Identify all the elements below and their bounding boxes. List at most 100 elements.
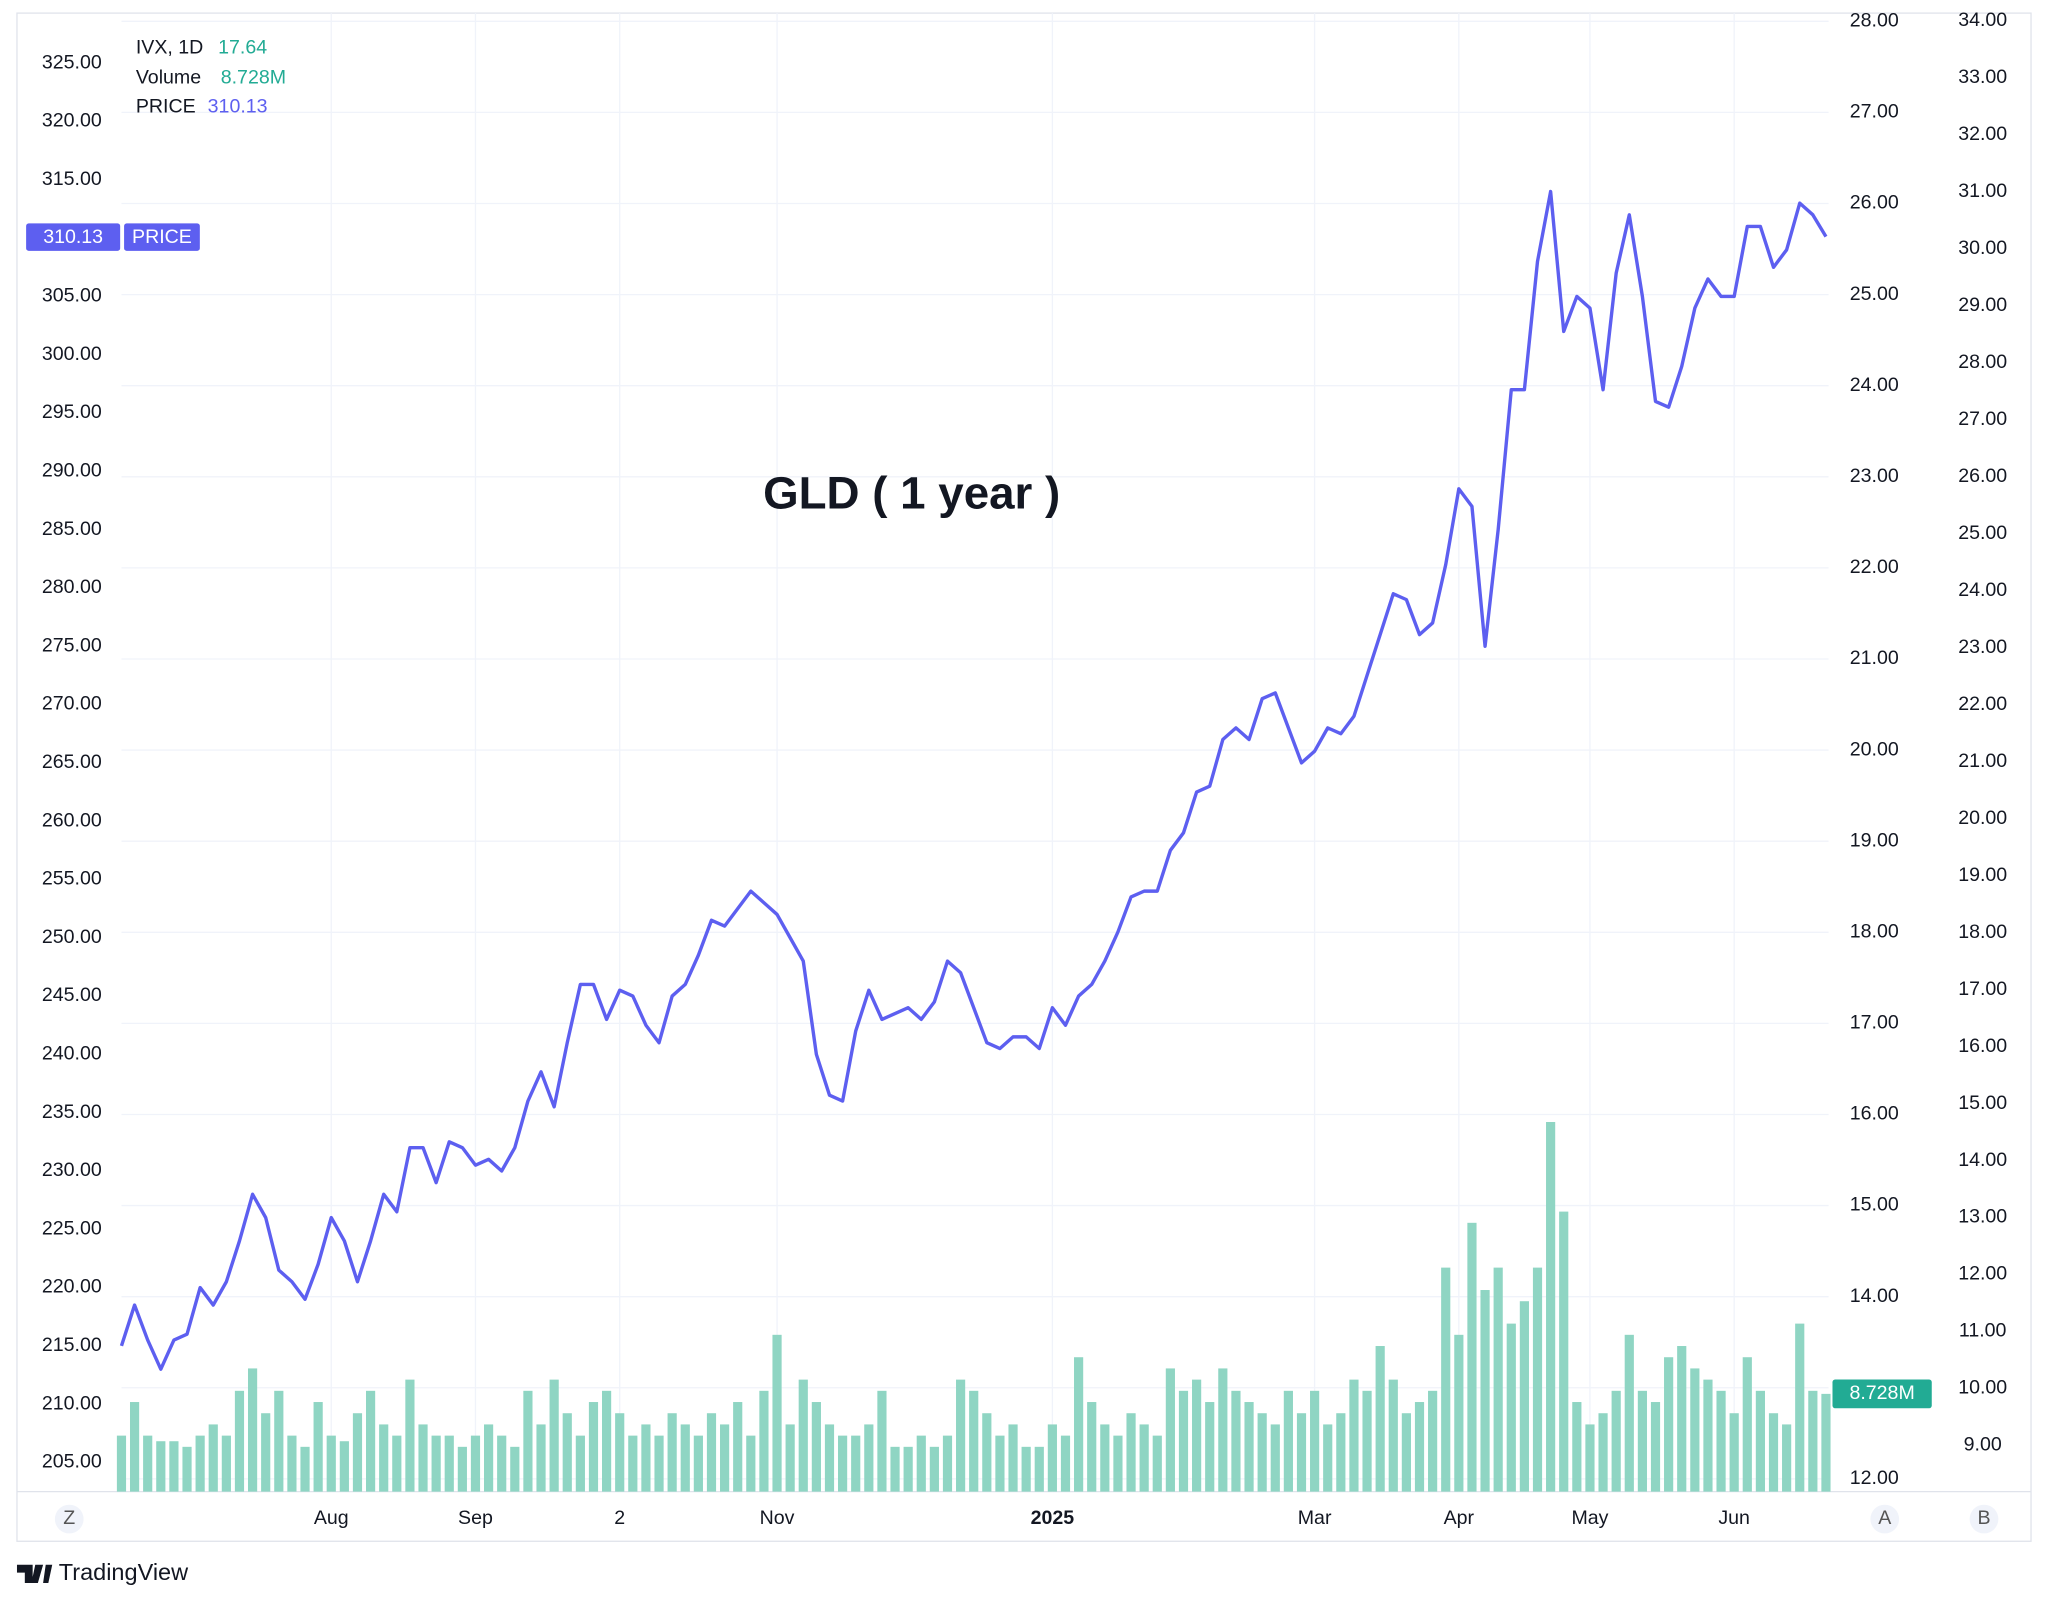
volume-bar — [352, 1413, 363, 1492]
volume-bar — [890, 1446, 900, 1492]
volume-bar — [733, 1402, 743, 1492]
y3-tick-label: 22.00 — [1958, 693, 2007, 715]
volume-bar — [1755, 1390, 1765, 1492]
y3-tick-label: 23.00 — [1958, 636, 2007, 658]
y3-tick-label: 10.00 — [1958, 1377, 2007, 1399]
price-tag — [26, 223, 121, 251]
y3-tick-label: 18.00 — [1958, 921, 2007, 943]
brand-logo — [16, 1564, 53, 1584]
volume-tag — [1832, 1379, 1932, 1409]
volume-bar — [1467, 1222, 1477, 1492]
y-tick-label: 220.00 — [42, 1276, 102, 1298]
volume-bar — [1782, 1424, 1792, 1492]
y-tick-label: 260.00 — [42, 809, 102, 831]
y2-tick-label: 19.00 — [1850, 829, 1899, 851]
volume-bar — [1008, 1424, 1018, 1492]
volume-bar — [1310, 1390, 1320, 1492]
price-tag-name — [124, 223, 200, 251]
volume-bar — [838, 1435, 848, 1492]
button[interactable] — [54, 1504, 84, 1534]
volume-bar — [287, 1435, 297, 1492]
volume-bar — [470, 1435, 481, 1492]
volume-bar — [1677, 1346, 1687, 1492]
volume-bar — [484, 1424, 494, 1492]
y2-tick-label: 18.00 — [1850, 920, 1899, 942]
volume-bar — [995, 1435, 1005, 1492]
volume-bar — [234, 1390, 245, 1492]
y-tick-label: 320.00 — [42, 110, 102, 132]
volume-bar — [1454, 1334, 1464, 1492]
volume-bar — [300, 1446, 310, 1492]
y3-tick-label: 14.00 — [1958, 1149, 2007, 1171]
y3-tick-label: 11.00 — [1959, 1320, 2007, 1342]
volume-bar — [1716, 1390, 1726, 1492]
volume-bar — [1742, 1357, 1752, 1492]
volume-bar — [1428, 1390, 1438, 1492]
volume-bar — [1139, 1424, 1149, 1492]
y-tick-label: 240.00 — [42, 1043, 102, 1065]
volume-bar — [1060, 1435, 1071, 1492]
volume-bar — [1690, 1368, 1700, 1492]
volume-bar — [261, 1413, 271, 1492]
volume-bar — [1585, 1424, 1595, 1492]
y-tick-label: 270.00 — [42, 693, 102, 715]
button-label[interactable]: Z — [63, 1507, 75, 1529]
price-tag-value: 310.13 — [43, 226, 103, 248]
volume-bar — [1074, 1357, 1084, 1492]
y3-tick-label: 20.00 — [1958, 807, 2007, 829]
volume-bar — [982, 1413, 992, 1492]
volume-bar — [208, 1424, 218, 1492]
x-tick-label: Sep — [458, 1507, 493, 1529]
y3-tick-label: 30.00 — [1958, 237, 2007, 259]
y2-tick-label: 16.00 — [1850, 1103, 1899, 1125]
y3-tick-label: 13.00 — [1958, 1206, 2007, 1228]
y2-tick-label: 21.00 — [1850, 647, 1899, 669]
button-label[interactable]: A — [1878, 1507, 1892, 1529]
volume-bar — [549, 1379, 559, 1492]
volume-bar — [169, 1441, 179, 1492]
volume-bar — [1572, 1402, 1582, 1492]
volume-bar — [1388, 1379, 1398, 1492]
volume-bar — [1362, 1390, 1372, 1492]
y3-tick-label: 16.00 — [1958, 1035, 2007, 1057]
volume-bar — [1768, 1413, 1779, 1492]
legend-price-value: 310.13 — [208, 95, 268, 117]
button[interactable] — [1969, 1504, 1999, 1534]
y-tick-label: 205.00 — [42, 1451, 102, 1473]
y-tick-label: 245.00 — [42, 984, 102, 1006]
volume-bar — [772, 1334, 782, 1492]
volume-bar — [1808, 1390, 1818, 1492]
y2-tick-label: 26.00 — [1850, 192, 1899, 214]
legend-indicator-value: 17.64 — [218, 37, 267, 59]
volume-bar — [1493, 1267, 1503, 1492]
volume-bar — [1231, 1390, 1241, 1492]
volume-bar — [1480, 1290, 1490, 1492]
button-label[interactable]: B — [1977, 1507, 1990, 1529]
volume-bar — [536, 1424, 546, 1492]
volume-bar — [1624, 1334, 1634, 1492]
y-tick-label: 250.00 — [42, 926, 102, 948]
volume-bar — [916, 1435, 926, 1492]
volume-bar — [339, 1441, 349, 1492]
volume-bar — [1519, 1301, 1529, 1492]
volume-bar — [628, 1435, 638, 1492]
volume-bar — [824, 1424, 835, 1492]
volume-bar — [851, 1435, 861, 1492]
volume-bar — [969, 1390, 979, 1492]
volume-bar — [405, 1379, 415, 1492]
y2-tick-label: 17.00 — [1850, 1012, 1899, 1034]
volume-bar — [615, 1413, 625, 1492]
y2-tick-label: 14.00 — [1850, 1285, 1899, 1307]
volume-bar — [1821, 1393, 1831, 1492]
y2-tick-label: 23.00 — [1850, 465, 1899, 487]
x-tick-label: Apr — [1444, 1507, 1475, 1529]
y3-tick-label: 17.00 — [1958, 978, 2007, 1000]
volume-bar — [1113, 1435, 1123, 1492]
y3-tick-label: 31.00 — [1958, 180, 2007, 202]
y3-tick-label: 28.00 — [1958, 351, 2007, 373]
volume-bar — [641, 1424, 651, 1492]
volume-bar — [221, 1435, 231, 1492]
button[interactable] — [1870, 1504, 1900, 1534]
volume-bar — [1414, 1402, 1425, 1492]
